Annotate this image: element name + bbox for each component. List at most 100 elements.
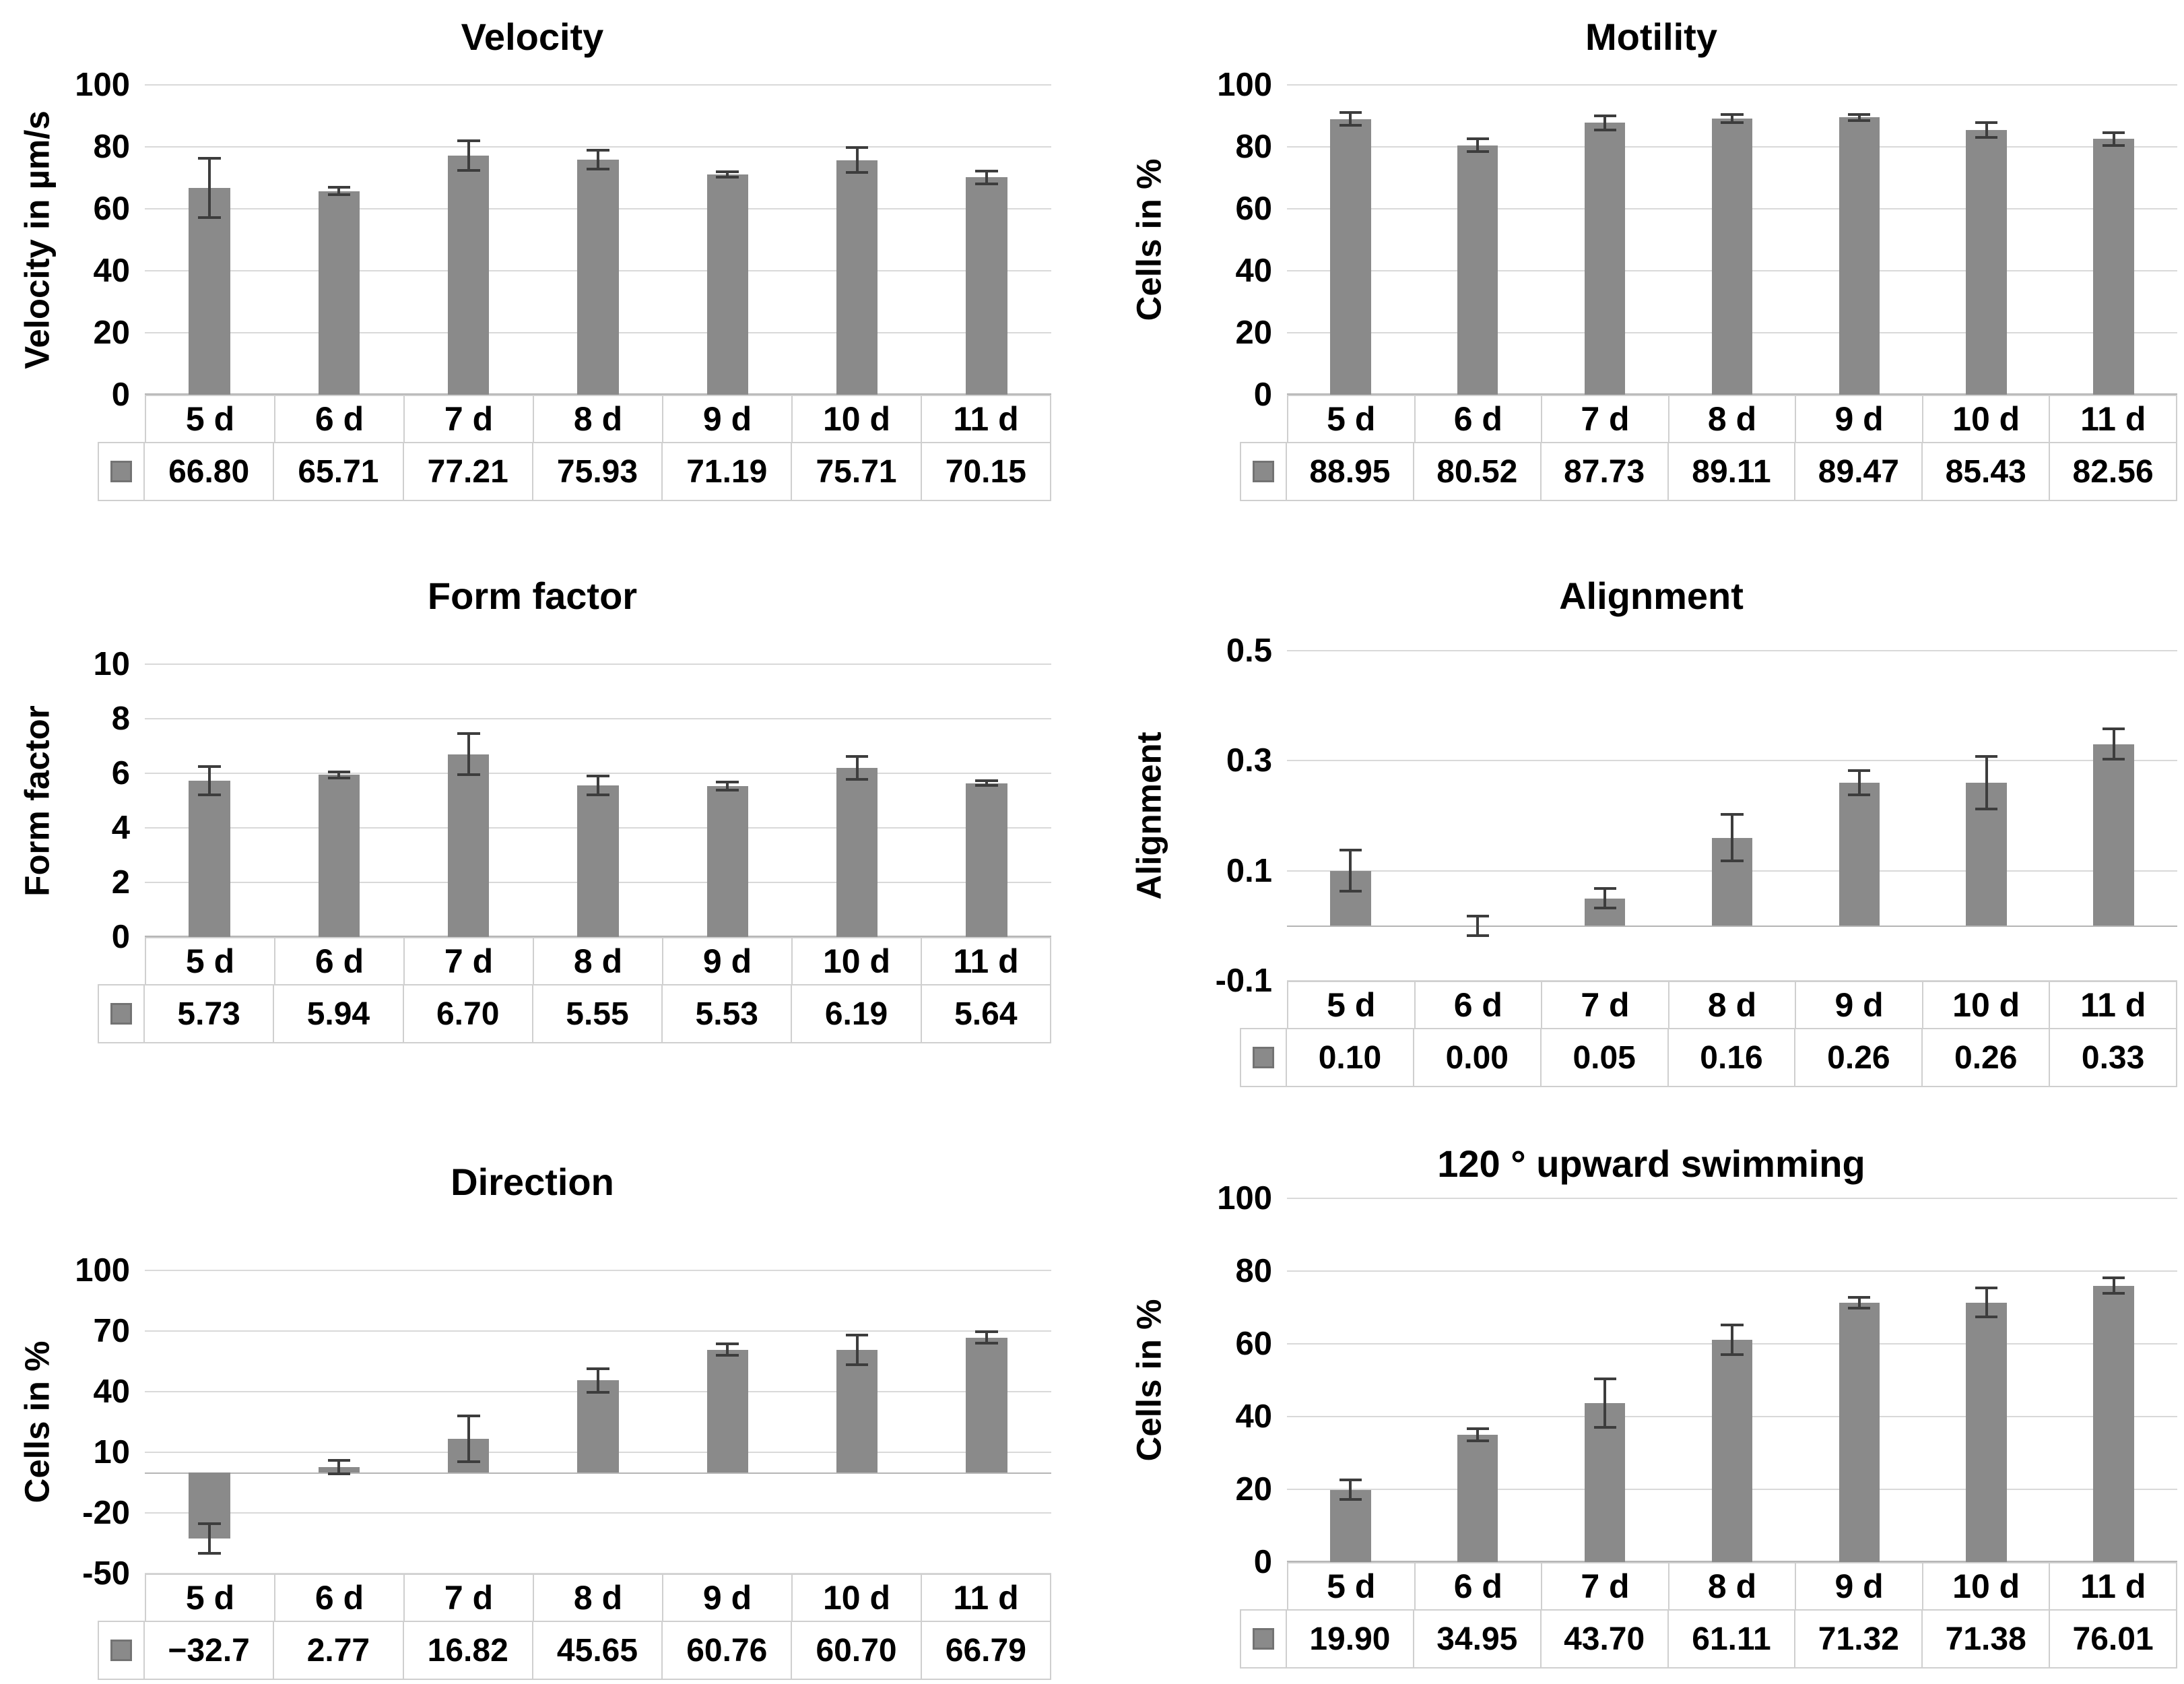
legend-cell: [1240, 1028, 1287, 1087]
error-bar-cap: [198, 1552, 222, 1555]
y-axis-title: Alignment: [1129, 732, 1168, 900]
plot-area: [145, 663, 1051, 938]
value-cell: 71.32: [1794, 1609, 1923, 1669]
category-cell: 6 d: [1414, 1562, 1543, 1611]
value-cell: 89.11: [1667, 442, 1796, 501]
error-bar: [1731, 112, 1733, 125]
y-tick-label: 4: [111, 810, 130, 846]
category-cell: 9 d: [662, 937, 793, 985]
error-bar: [2112, 1276, 2115, 1295]
value-cell: 66.80: [143, 442, 275, 501]
y-tick-label: 60: [1235, 191, 1272, 227]
value-cell: 43.70: [1540, 1609, 1669, 1669]
y-tick-label: 100: [75, 67, 130, 103]
y-tick-label: 0: [111, 377, 130, 413]
error-bar-cap: [457, 1414, 480, 1417]
gridline: [1287, 1270, 2177, 1272]
bar-6d: [318, 191, 360, 395]
table-value-row: 19.90 34.95 43.70 61.11 71.32 71.38 76.01: [1240, 1609, 2178, 1669]
bar-8d: [577, 1380, 619, 1472]
y-axis-ticks: -50 -20 10 40 70 100: [61, 1252, 145, 1592]
value-cell: 6.70: [402, 984, 533, 1043]
error-bar-cap: [845, 778, 869, 781]
table-value-row: −32.7 2.77 16.82 45.65 60.76 60.70 66.79: [98, 1621, 1051, 1680]
chart-title: Velocity: [461, 15, 604, 58]
error-bar-cap: [1466, 915, 1489, 917]
category-cell: 7 d: [403, 1574, 534, 1622]
category-cell: 7 d: [403, 937, 534, 985]
error-bar: [855, 1333, 859, 1366]
bar-9d: [706, 1349, 749, 1472]
value-cell: 34.95: [1412, 1609, 1542, 1669]
y-tick-label: 100: [1217, 1180, 1272, 1217]
error-bar: [2112, 727, 2115, 761]
error-bar: [208, 765, 211, 796]
error-bar-cap: [974, 1330, 998, 1334]
error-bar-cap: [327, 776, 351, 779]
bar-5d: [1330, 1489, 1371, 1562]
bar-8d: [577, 785, 619, 937]
category-cell: 5 d: [1287, 395, 1416, 443]
value-cell: 0.00: [1412, 1028, 1542, 1087]
category-cell: 10 d: [791, 1574, 922, 1622]
y-axis-ticks: 0 20 40 60 80 100: [1172, 67, 1287, 413]
y-tick-label: 60: [93, 191, 130, 227]
category-cell: 9 d: [1795, 1562, 1923, 1611]
error-bar-cap: [327, 1458, 351, 1462]
error-bar-cap: [974, 169, 998, 172]
legend-cell: [1240, 442, 1287, 501]
value-cell: 0.26: [1794, 1028, 1923, 1087]
error-bar-cap: [1466, 137, 1489, 141]
category-axis-line: [1287, 926, 2177, 928]
bar-9d: [1839, 783, 1880, 926]
value-cell: 61.11: [1667, 1609, 1796, 1669]
error-bar-cap: [1721, 860, 1744, 863]
value-cell: 5.64: [920, 984, 1051, 1043]
value-cell: 0.26: [1921, 1028, 2051, 1087]
value-cell: 65.71: [273, 442, 404, 501]
error-bar: [597, 775, 599, 797]
y-axis-title: Velocity in µm/s: [18, 110, 57, 369]
y-axis-title: Form factor: [18, 705, 57, 897]
category-cell: 6 d: [1414, 395, 1543, 443]
error-bar: [1731, 812, 1733, 863]
error-bar-cap: [587, 1390, 609, 1394]
series-legend-marker: [110, 461, 132, 482]
bar-11d: [2093, 744, 2134, 926]
y-tick-label: -0.1: [1215, 963, 1272, 999]
error-bar-cap: [1593, 115, 1616, 118]
plot-area: [1287, 84, 2177, 395]
chart-direction: Direction Cells in % -50 -20 10 40 70 100 5 d…: [0, 1115, 1092, 1684]
table-value-row: 5.73 5.94 6.70 5.55 5.53 6.19 5.64: [98, 984, 1051, 1043]
error-bar-cap: [1848, 112, 1871, 116]
error-bar-cap: [974, 1342, 998, 1345]
error-bar-cap: [1848, 1296, 1871, 1299]
bar-11d: [2093, 139, 2134, 395]
category-cell: 10 d: [791, 937, 922, 985]
category-cell: 7 d: [403, 395, 534, 443]
y-axis-title: Cells in %: [1129, 158, 1168, 321]
error-bar: [1985, 121, 1988, 139]
error-bar-cap: [2102, 758, 2125, 761]
error-bar-cap: [1975, 755, 1998, 758]
bar-9d: [706, 786, 749, 937]
y-tick-label: 70: [93, 1313, 130, 1349]
bar-7d: [447, 155, 490, 395]
error-bar-cap: [1848, 794, 1871, 797]
y-tick-label: 20: [1235, 1471, 1272, 1508]
y-axis-ticks: -0.1 0.1 0.3 0.5: [1172, 633, 1287, 999]
plot-area: [145, 84, 1051, 395]
bar-10d: [836, 1349, 878, 1472]
error-bar: [1476, 1427, 1480, 1443]
error-bar-cap: [2102, 1292, 2125, 1295]
error-bar-cap: [716, 1354, 739, 1357]
y-tick-label: 10: [93, 646, 130, 682]
error-bar-cap: [457, 732, 480, 736]
error-bar-cap: [845, 146, 869, 150]
error-bar-cap: [1721, 112, 1744, 116]
error-bar: [597, 148, 599, 170]
